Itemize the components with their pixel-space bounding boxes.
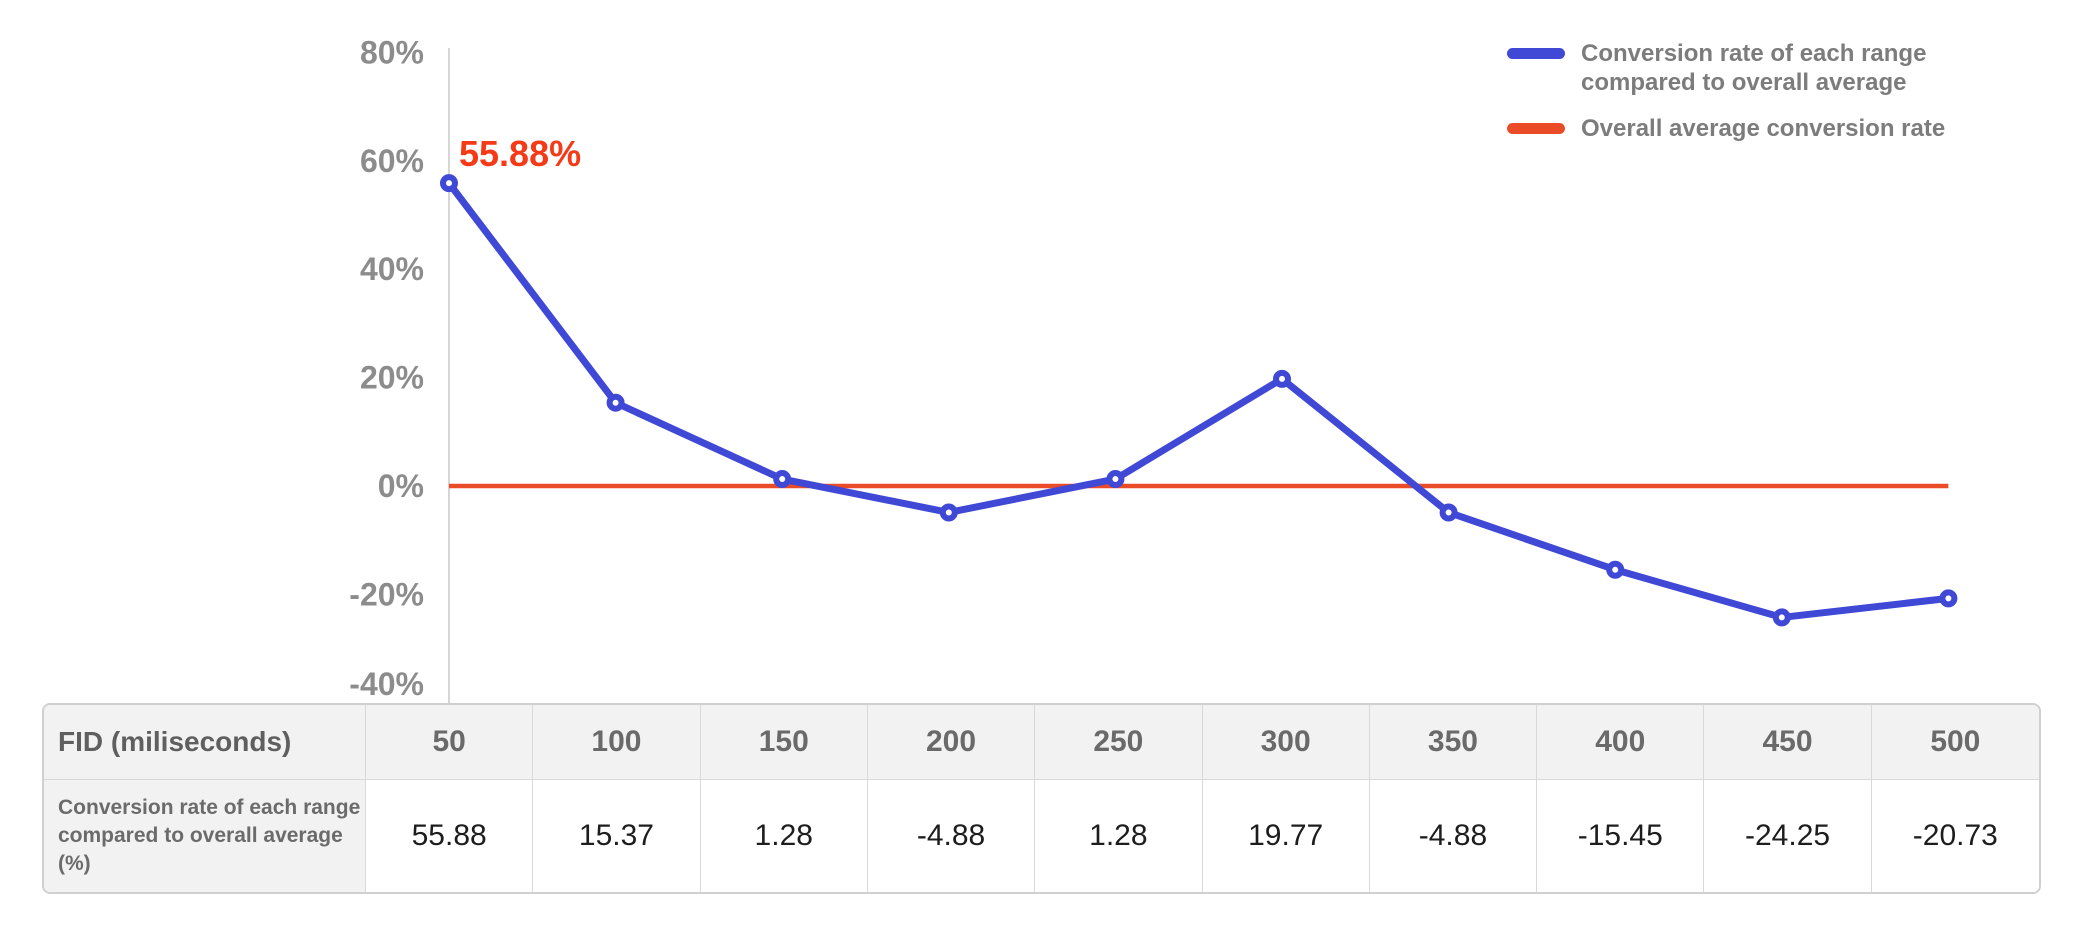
chart-legend: Conversion rate of each range compared t… [1507,39,2001,143]
conversion-line-chart: 80% 60% 40% 20% 0% -20% -40% 55.88% [349,34,1958,707]
y-tick-label-0%: 0% [378,468,424,504]
data-point-300 [1273,369,1291,388]
fid-conversion-table: FID (miliseconds) 50 100 150 200 250 300 350 400… [42,703,2041,894]
table-header-400: 400 [1537,705,1705,780]
table-value-400: -15.45 [1537,780,1705,892]
table-header-150: 150 [700,705,868,780]
y-tick-label-80%: 80% [360,34,424,70]
data-point-100 [606,393,625,412]
series-line-swatch-icon [1507,48,1565,59]
table-header-250: 250 [1035,705,1203,780]
peak-value-annotation: 55.88% [459,133,581,174]
y-tick-label-20%: 20% [360,360,424,396]
data-point-200 [939,503,958,522]
table-header-300: 300 [1202,705,1370,780]
legend-item-1[interactable]: Overall average conversion rate [1507,114,2001,143]
table-value-100: 15.37 [533,780,701,892]
data-point-250 [1106,470,1125,489]
table-value-200: -4.88 [867,780,1036,892]
table-value-300: 19.77 [1202,780,1370,892]
data-point-150 [773,470,792,489]
legend-label: Overall average conversion rate [1581,115,1946,142]
table-header-450: 450 [1704,705,1872,780]
data-point-350 [1439,503,1458,522]
table-header-350: 350 [1369,705,1538,780]
y-tick-label--20%: -20% [349,576,424,612]
table-header-500: 500 [1871,705,2039,780]
y-tick-label-60%: 60% [360,143,424,179]
table-header-200: 200 [867,705,1036,780]
table-value-500: -20.73 [1871,780,2039,892]
legend-label: Conversion rate of each range compared t… [1581,40,1927,96]
table-header-50: 50 [366,705,534,780]
legend-item-0[interactable]: Conversion rate of each range compared t… [1507,39,2001,97]
table-row-label: Conversion rate of each range compared t… [44,780,366,892]
average-line-swatch-icon [1507,123,1565,134]
table-value-350: -4.88 [1369,780,1538,892]
data-point-50 [440,174,458,193]
table-value-450: -24.25 [1704,780,1872,892]
table-value-250: 1.28 [1035,780,1203,892]
data-point-400 [1606,560,1625,579]
table-value-50: 55.88 [366,780,534,892]
data-point-500 [1939,589,1958,608]
y-tick-label-40%: 40% [360,251,424,287]
y-tick-label--40%: -40% [349,666,424,702]
table-header-fid-label: FID (miliseconds) [44,705,366,780]
table-value-150: 1.28 [700,780,868,892]
conversion-rate-line [445,179,1952,621]
table-header-100: 100 [533,705,701,780]
data-point-450 [1772,608,1791,627]
